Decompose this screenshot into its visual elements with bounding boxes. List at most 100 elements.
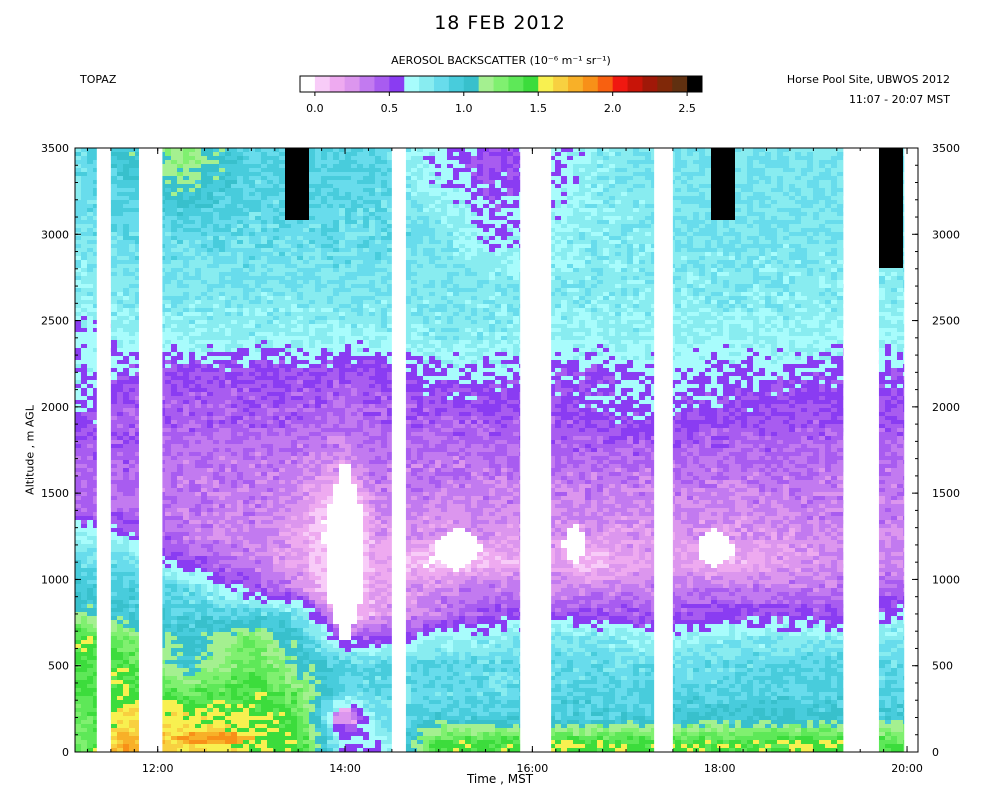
heatmap-cell (213, 252, 220, 257)
heatmap-cell (189, 380, 196, 385)
heatmap-cell (171, 244, 178, 249)
heatmap-cell (165, 420, 172, 425)
heatmap-cell (177, 360, 184, 365)
heatmap-cell (117, 404, 124, 409)
heatmap-cell (237, 312, 244, 317)
heatmap-cell (243, 628, 250, 633)
heatmap-cell (111, 612, 118, 617)
heatmap-cell (87, 696, 94, 701)
heatmap-cell (111, 564, 118, 569)
heatmap-cell (207, 392, 214, 397)
heatmap-cell (207, 304, 214, 309)
heatmap-cell (111, 264, 118, 269)
heatmap-cell (237, 232, 244, 237)
heatmap-cell (165, 496, 172, 501)
heatmap-cell (123, 592, 130, 597)
heatmap-cell (255, 308, 262, 313)
heatmap-cell (93, 268, 100, 273)
heatmap-cell (93, 592, 100, 597)
heatmap-cell (123, 496, 130, 501)
heatmap-cell (267, 584, 274, 589)
heatmap-cell (237, 592, 244, 597)
heatmap-cell (255, 348, 262, 353)
heatmap-cell (231, 612, 238, 617)
heatmap-cell (231, 680, 238, 685)
heatmap-cell (207, 176, 214, 181)
heatmap-cell (219, 596, 226, 601)
heatmap-cell (177, 572, 184, 577)
heatmap-cell (189, 468, 196, 473)
heatmap-cell (237, 528, 244, 533)
heatmap-cell (219, 280, 226, 285)
heatmap-cell (171, 716, 178, 721)
heatmap-cell (123, 440, 130, 445)
heatmap-cell (261, 440, 268, 445)
heatmap-cell (87, 532, 94, 537)
heatmap-cell (201, 244, 208, 249)
heatmap-cell (231, 188, 238, 193)
heatmap-cell (165, 392, 172, 397)
heatmap-cell (201, 364, 208, 369)
heatmap-cell (261, 684, 268, 689)
heatmap-cell (195, 488, 202, 493)
heatmap-cell (117, 444, 124, 449)
heatmap-cell (135, 284, 142, 289)
heatmap-cell (195, 424, 202, 429)
heatmap-cell (201, 548, 208, 553)
heatmap-cell (207, 608, 214, 613)
heatmap-cell (75, 552, 82, 557)
heatmap-cell (183, 684, 190, 689)
heatmap-cell (75, 504, 82, 509)
heatmap-cell (111, 260, 118, 265)
heatmap-cell (213, 188, 220, 193)
heatmap-cell (171, 676, 178, 681)
heatmap-cell (261, 736, 268, 741)
heatmap-cell (93, 672, 100, 677)
heatmap-cell (225, 240, 232, 245)
heatmap-cell (219, 420, 226, 425)
heatmap-cell (267, 488, 274, 493)
heatmap-cell (261, 388, 268, 393)
heatmap-cell (183, 428, 190, 433)
heatmap-cell (237, 748, 244, 753)
heatmap-cell (207, 388, 214, 393)
heatmap-cell (225, 320, 232, 325)
heatmap-cell (135, 744, 142, 749)
heatmap-cell (255, 336, 262, 341)
heatmap-cell (117, 204, 124, 209)
heatmap-cell (225, 624, 232, 629)
heatmap-cell (225, 336, 232, 341)
heatmap-cell (195, 380, 202, 385)
heatmap-cell (255, 228, 262, 233)
heatmap-cell (225, 480, 232, 485)
heatmap-cell (195, 728, 202, 733)
heatmap-cell (225, 584, 232, 589)
heatmap-cell (261, 744, 268, 749)
heatmap-cell (225, 184, 232, 189)
heatmap-cell (87, 372, 94, 377)
heatmap-cell (165, 172, 172, 177)
colorbar-swatch (597, 76, 614, 92)
heatmap-cell (171, 204, 178, 209)
heatmap-cell (117, 684, 124, 689)
heatmap-cell (165, 188, 172, 193)
heatmap-cell (267, 508, 274, 513)
heatmap-cell (225, 548, 232, 553)
heatmap-cell (135, 652, 142, 657)
heatmap-cell (261, 564, 268, 569)
heatmap-cell (225, 568, 232, 573)
heatmap-cell (75, 596, 82, 601)
colorbar-tick-label: 2.5 (678, 102, 696, 115)
heatmap-cell (177, 176, 184, 181)
heatmap-cell (243, 164, 250, 169)
heatmap-cell (243, 664, 250, 669)
heatmap-cell (81, 488, 88, 493)
heatmap-cell (267, 320, 274, 325)
heatmap-cell (75, 584, 82, 589)
heatmap-cell (117, 584, 124, 589)
heatmap-cell (75, 452, 82, 457)
heatmap-cell (243, 444, 250, 449)
heatmap-cell (75, 712, 82, 717)
heatmap-cell (165, 164, 172, 169)
heatmap-cell (135, 484, 142, 489)
